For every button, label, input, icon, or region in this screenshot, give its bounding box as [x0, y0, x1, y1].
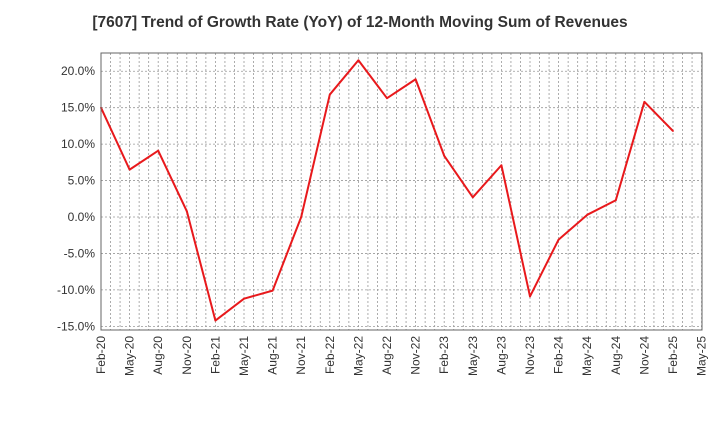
y-axis-ticks: 20.0% 15.0% 10.0% 5.0% 0.0% -5.0% -10.0% -15.0% — [57, 64, 95, 333]
x-tick-label: May-24 — [580, 336, 594, 376]
x-tick-label: May-21 — [237, 336, 251, 376]
grid-lines — [100, 53, 702, 330]
y-tick-label: 10.0% — [61, 137, 95, 151]
y-tick-label: 20.0% — [61, 64, 95, 78]
plot-area-border — [100, 52, 703, 331]
data-point — [557, 238, 560, 241]
data-point — [357, 59, 360, 62]
x-tick-label: Nov-21 — [294, 336, 308, 375]
data-point — [643, 100, 646, 103]
x-tick-label: Feb-23 — [437, 336, 451, 374]
x-tick-label: Aug-21 — [266, 336, 280, 375]
chart-title: [7607] Trend of Growth Rate (YoY) of 12-… — [92, 14, 628, 31]
x-tick-label: May-20 — [123, 336, 137, 376]
plot-area-background — [101, 53, 702, 330]
data-point — [128, 168, 131, 171]
x-tick-label: Feb-25 — [666, 336, 680, 374]
x-tick-label: Feb-21 — [208, 336, 222, 374]
x-tick-label: May-22 — [351, 336, 365, 376]
data-point — [300, 216, 303, 218]
data-point — [443, 154, 446, 157]
data-point — [157, 149, 160, 152]
data-point — [271, 289, 274, 292]
x-tick-label: Nov-22 — [409, 336, 423, 375]
data-point — [586, 213, 589, 216]
x-tick-label: Aug-23 — [494, 336, 508, 375]
data-point — [214, 319, 217, 322]
data-point — [243, 297, 245, 300]
data-point — [471, 196, 474, 199]
x-tick-label: Nov-24 — [637, 336, 651, 375]
y-tick-label: -5.0% — [64, 246, 96, 260]
x-tick-label: Feb-20 — [94, 336, 108, 374]
x-tick-label: May-23 — [466, 336, 480, 376]
data-point — [386, 97, 388, 100]
data-point — [529, 295, 531, 298]
data-point — [614, 199, 617, 202]
x-tick-label: Feb-22 — [323, 336, 337, 374]
x-axis-ticks: Feb-20 May-20 Aug-20 Nov-20 Feb-21 May-21 Aug-… — [94, 336, 709, 376]
y-tick-label: -15.0% — [57, 319, 95, 333]
x-tick-label: May-25 — [695, 336, 709, 376]
y-tick-label: -10.0% — [57, 283, 95, 297]
x-tick-label: Feb-24 — [552, 336, 566, 374]
x-tick-label: Aug-22 — [380, 336, 394, 375]
x-tick-label: Aug-20 — [151, 336, 165, 375]
data-point — [414, 78, 417, 81]
data-point — [500, 164, 503, 167]
y-tick-label: 0.0% — [68, 210, 96, 224]
y-tick-label: 5.0% — [68, 174, 96, 188]
x-tick-label: Nov-23 — [523, 336, 537, 375]
y-tick-label: 15.0% — [61, 101, 95, 115]
x-tick-label: Aug-24 — [609, 336, 623, 375]
x-tick-label: Nov-20 — [180, 336, 194, 375]
data-point — [328, 93, 331, 96]
data-point — [185, 210, 188, 213]
data-point — [672, 130, 674, 132]
